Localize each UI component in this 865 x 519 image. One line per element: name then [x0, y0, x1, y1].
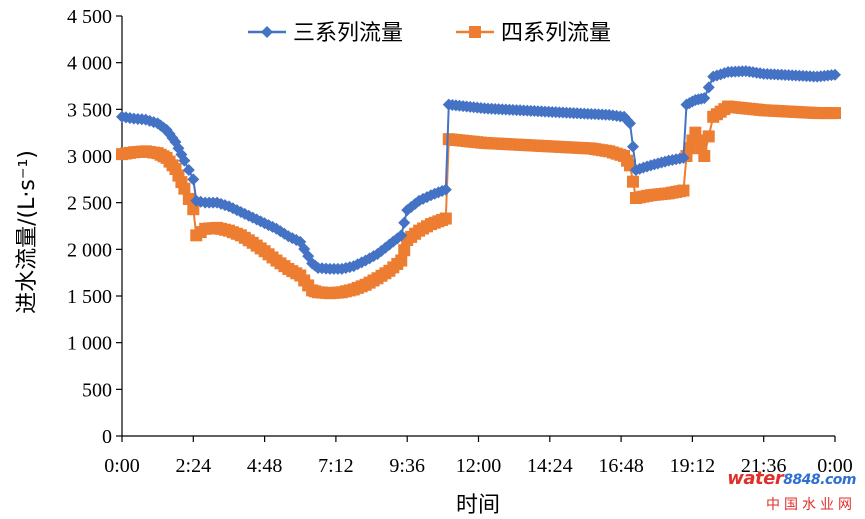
x-tick-label: 16:48 — [598, 455, 644, 477]
y-axis-title: 进水流量/(L·s⁻¹) — [15, 150, 40, 314]
x-tick-label: 19:12 — [670, 455, 716, 477]
data-point — [395, 229, 408, 242]
data-point — [698, 92, 711, 105]
data-point — [702, 81, 715, 94]
data-point — [398, 244, 411, 257]
legend: 三系列流量 四系列流量 — [248, 21, 611, 46]
x-axis-ticks: 0:00 2:24 4:48 7:12 9:36 12:00 14:24 16:48 19:12… — [104, 436, 853, 477]
data-point — [689, 126, 702, 139]
y-tick-label: 3 000 — [67, 146, 112, 168]
data-point — [698, 150, 711, 162]
y-tick-label: 500 — [82, 379, 112, 401]
series-layer — [116, 65, 841, 300]
data-point — [829, 107, 841, 120]
y-tick-label: 4 000 — [67, 53, 112, 75]
series-three — [116, 65, 841, 275]
y-tick-label: 2 000 — [67, 239, 112, 261]
data-point — [182, 164, 195, 176]
data-point — [178, 154, 191, 167]
data-point — [626, 140, 639, 153]
data-point — [439, 212, 452, 225]
y-tick-label: 0 — [102, 426, 112, 448]
x-tick-label: 21:36 — [741, 455, 787, 477]
x-tick-label: 2:24 — [176, 455, 212, 477]
y-tick-label: 4 500 — [67, 6, 112, 28]
y-tick-label: 1 000 — [67, 333, 112, 355]
x-tick-label: 0:00 — [817, 455, 853, 477]
legend-label: 四系列流量 — [501, 21, 611, 46]
x-tick-label: 7:12 — [318, 455, 354, 477]
data-point — [829, 68, 841, 81]
data-point — [677, 151, 690, 164]
watermark-number: 8848 — [783, 472, 821, 488]
data-point — [677, 184, 690, 197]
x-tick-label: 9:36 — [389, 455, 425, 477]
watermark-subtitle: 中国水业网 — [766, 497, 856, 513]
data-point — [178, 182, 191, 195]
x-tick-label: 4:48 — [247, 455, 283, 477]
data-point — [626, 175, 639, 188]
data-point — [395, 254, 408, 267]
y-axis-ticks: 0 500 1 000 1 500 2 000 2 500 3 000 3 500 4 000 4… — [67, 6, 122, 448]
y-tick-label: 3 500 — [67, 99, 112, 121]
data-point — [359, 254, 372, 267]
watermark-word: water — [727, 468, 784, 489]
data-point — [187, 173, 200, 186]
y-tick-label: 2 500 — [67, 193, 112, 215]
watermark-site-name: water8848.com — [727, 468, 856, 489]
y-tick-label: 1 500 — [67, 286, 112, 308]
legend-marker — [469, 26, 481, 38]
data-point — [439, 183, 452, 196]
data-point — [702, 130, 715, 143]
data-point — [398, 216, 411, 229]
x-axis-title: 时间 — [456, 493, 500, 518]
legend-marker — [261, 26, 273, 38]
x-tick-label: 0:00 — [104, 455, 140, 477]
data-point — [624, 117, 637, 130]
watermark-suffix: .com — [820, 472, 856, 488]
legend-label: 三系列流量 — [293, 21, 403, 46]
x-tick-label: 14:24 — [527, 455, 573, 477]
watermark-logo: water8848.com 中国水业网 — [727, 468, 860, 516]
x-tick-label: 12:00 — [456, 455, 502, 477]
series-four — [116, 100, 841, 300]
series-line — [121, 105, 835, 295]
